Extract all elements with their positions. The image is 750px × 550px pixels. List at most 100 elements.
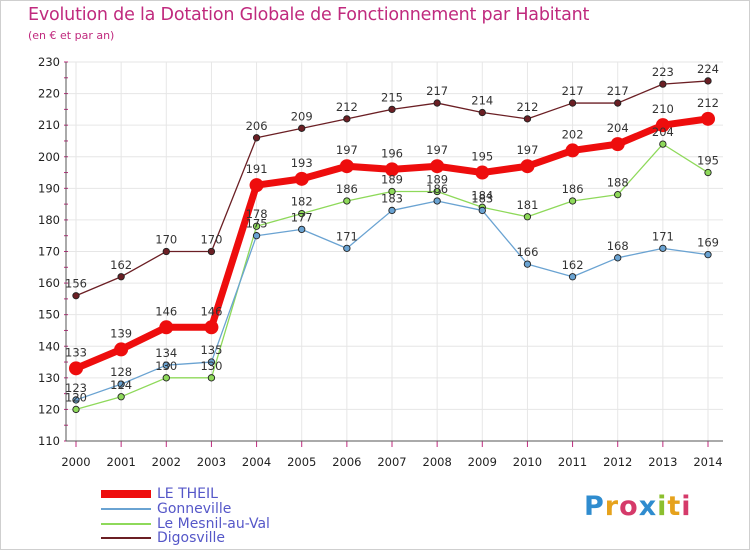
legend-swatch-le-theil bbox=[101, 490, 151, 498]
y-tick-label: 150 bbox=[38, 308, 60, 322]
x-tick-label: 2006 bbox=[332, 455, 361, 469]
point-digosville bbox=[433, 99, 441, 107]
x-tick-label: 2008 bbox=[423, 455, 452, 469]
point-gonneville bbox=[72, 396, 80, 404]
data-label-gonneville: 123 bbox=[65, 381, 87, 395]
point-gonneville bbox=[568, 273, 577, 281]
data-label-digosville: 212 bbox=[336, 100, 358, 114]
data-label-le-theil: 191 bbox=[246, 162, 268, 176]
point-le-theil bbox=[294, 171, 309, 186]
x-tick-label: 2000 bbox=[61, 455, 90, 469]
legend-label-digosville: Digosville bbox=[157, 530, 225, 546]
point-digosville bbox=[72, 292, 80, 300]
data-label-digosville: 170 bbox=[200, 233, 222, 247]
data-label-le-mesnil-au-val: 189 bbox=[381, 172, 403, 186]
data-label-digosville: 206 bbox=[246, 119, 268, 133]
point-le-mesnil-au-val bbox=[207, 374, 216, 382]
point-digosville bbox=[343, 115, 351, 123]
x-tick-label: 2009 bbox=[468, 455, 497, 469]
point-gonneville bbox=[117, 380, 125, 388]
data-label-le-mesnil-au-val: 178 bbox=[246, 207, 268, 221]
point-digosville bbox=[614, 99, 622, 107]
y-tick-label: 180 bbox=[38, 213, 60, 227]
data-label-le-theil: 204 bbox=[607, 121, 629, 135]
data-label-le-mesnil-au-val: 182 bbox=[291, 195, 313, 209]
data-label-digosville: 156 bbox=[65, 277, 87, 291]
point-le-theil bbox=[249, 178, 264, 193]
data-label-le-theil: 202 bbox=[562, 127, 584, 141]
grid bbox=[66, 61, 723, 441]
y-tick-label: 160 bbox=[38, 276, 60, 290]
data-label-le-mesnil-au-val: 186 bbox=[562, 182, 584, 196]
legend-label-le-theil: LE THEIL bbox=[157, 486, 218, 502]
y-tick-label: 110 bbox=[38, 434, 60, 448]
point-le-theil bbox=[204, 320, 219, 335]
point-le-theil bbox=[701, 111, 715, 126]
chart-subtitle: (en € et par an) bbox=[28, 29, 115, 42]
point-digosville bbox=[568, 99, 577, 107]
axes: 110 120 130 140 150 160 170 180 190 200 210 220 230 2… bbox=[38, 55, 723, 469]
data-label-le-theil: 195 bbox=[471, 150, 493, 164]
data-label-le-theil: 197 bbox=[336, 143, 358, 157]
data-label-le-mesnil-au-val: 124 bbox=[110, 378, 132, 392]
data-label-gonneville: 171 bbox=[336, 229, 358, 243]
y-tick-label: 140 bbox=[38, 339, 60, 353]
legend-label-le-mesnil-au-val: Le Mesnil-au-Val bbox=[157, 516, 270, 532]
data-label-gonneville: 169 bbox=[697, 236, 719, 250]
data-label-digosville: 217 bbox=[426, 84, 448, 98]
point-digosville bbox=[162, 247, 170, 256]
data-label-digosville: 224 bbox=[697, 62, 719, 76]
data-label-gonneville: 183 bbox=[471, 191, 493, 205]
point-le-theil bbox=[430, 159, 445, 174]
point-gonneville bbox=[298, 225, 306, 234]
point-digosville bbox=[207, 247, 216, 256]
point-le-mesnil-au-val bbox=[252, 222, 261, 230]
data-label-gonneville: 128 bbox=[110, 365, 132, 379]
point-le-theil bbox=[520, 159, 535, 174]
data-label-le-mesnil-au-val: 195 bbox=[697, 154, 719, 168]
chart-title: Evolution de la Dotation Globale de Fonc… bbox=[28, 5, 590, 25]
data-label-gonneville: 134 bbox=[155, 346, 177, 360]
x-tick-label: 2013 bbox=[648, 455, 677, 469]
x-tick-label: 2010 bbox=[513, 455, 542, 469]
y-tick-label: 200 bbox=[38, 150, 60, 164]
point-le-theil bbox=[385, 162, 399, 177]
data-label-gonneville: 162 bbox=[562, 258, 584, 272]
x-tick-label: 2002 bbox=[152, 455, 181, 469]
data-label-digosville: 217 bbox=[607, 84, 629, 98]
x-tick-label: 2004 bbox=[242, 455, 271, 469]
data-label-gonneville: 183 bbox=[381, 191, 403, 205]
point-digosville bbox=[252, 134, 261, 142]
point-le-mesnil-au-val bbox=[388, 187, 396, 196]
point-le-mesnil-au-val bbox=[568, 197, 577, 205]
data-label-le-mesnil-au-val: 186 bbox=[336, 182, 358, 196]
x-tick-label: 2001 bbox=[107, 455, 136, 469]
y-tick-label: 120 bbox=[38, 402, 60, 416]
point-le-mesnil-au-val bbox=[523, 213, 532, 221]
point-gonneville bbox=[614, 254, 622, 262]
data-label-le-mesnil-au-val: 188 bbox=[607, 176, 629, 190]
point-gonneville bbox=[478, 206, 486, 215]
point-digosville bbox=[388, 105, 396, 114]
point-digosville bbox=[659, 80, 667, 88]
point-le-theil bbox=[610, 137, 625, 152]
point-gonneville bbox=[433, 197, 441, 205]
y-tick-label: 190 bbox=[38, 181, 60, 195]
data-label-le-mesnil-au-val: 189 bbox=[426, 172, 448, 186]
data-label-digosville: 214 bbox=[471, 94, 493, 108]
y-tick-label: 230 bbox=[38, 55, 60, 69]
point-gonneville bbox=[252, 232, 261, 240]
data-labels: 156 162 170 170 206 209 212 215 217 214 212 217 217 2… bbox=[65, 62, 719, 404]
data-label-le-theil: 197 bbox=[516, 143, 538, 157]
data-label-le-theil: 146 bbox=[200, 304, 222, 318]
data-label-le-mesnil-au-val: 120 bbox=[65, 390, 87, 404]
point-le-mesnil-au-val bbox=[704, 168, 712, 177]
point-le-theil bbox=[69, 361, 83, 376]
point-le-mesnil-au-val bbox=[298, 209, 306, 218]
series-group bbox=[69, 77, 715, 414]
x-tick-label: 2012 bbox=[603, 455, 632, 469]
legend-swatch-gonneville bbox=[101, 508, 151, 510]
point-le-theil bbox=[565, 143, 580, 158]
